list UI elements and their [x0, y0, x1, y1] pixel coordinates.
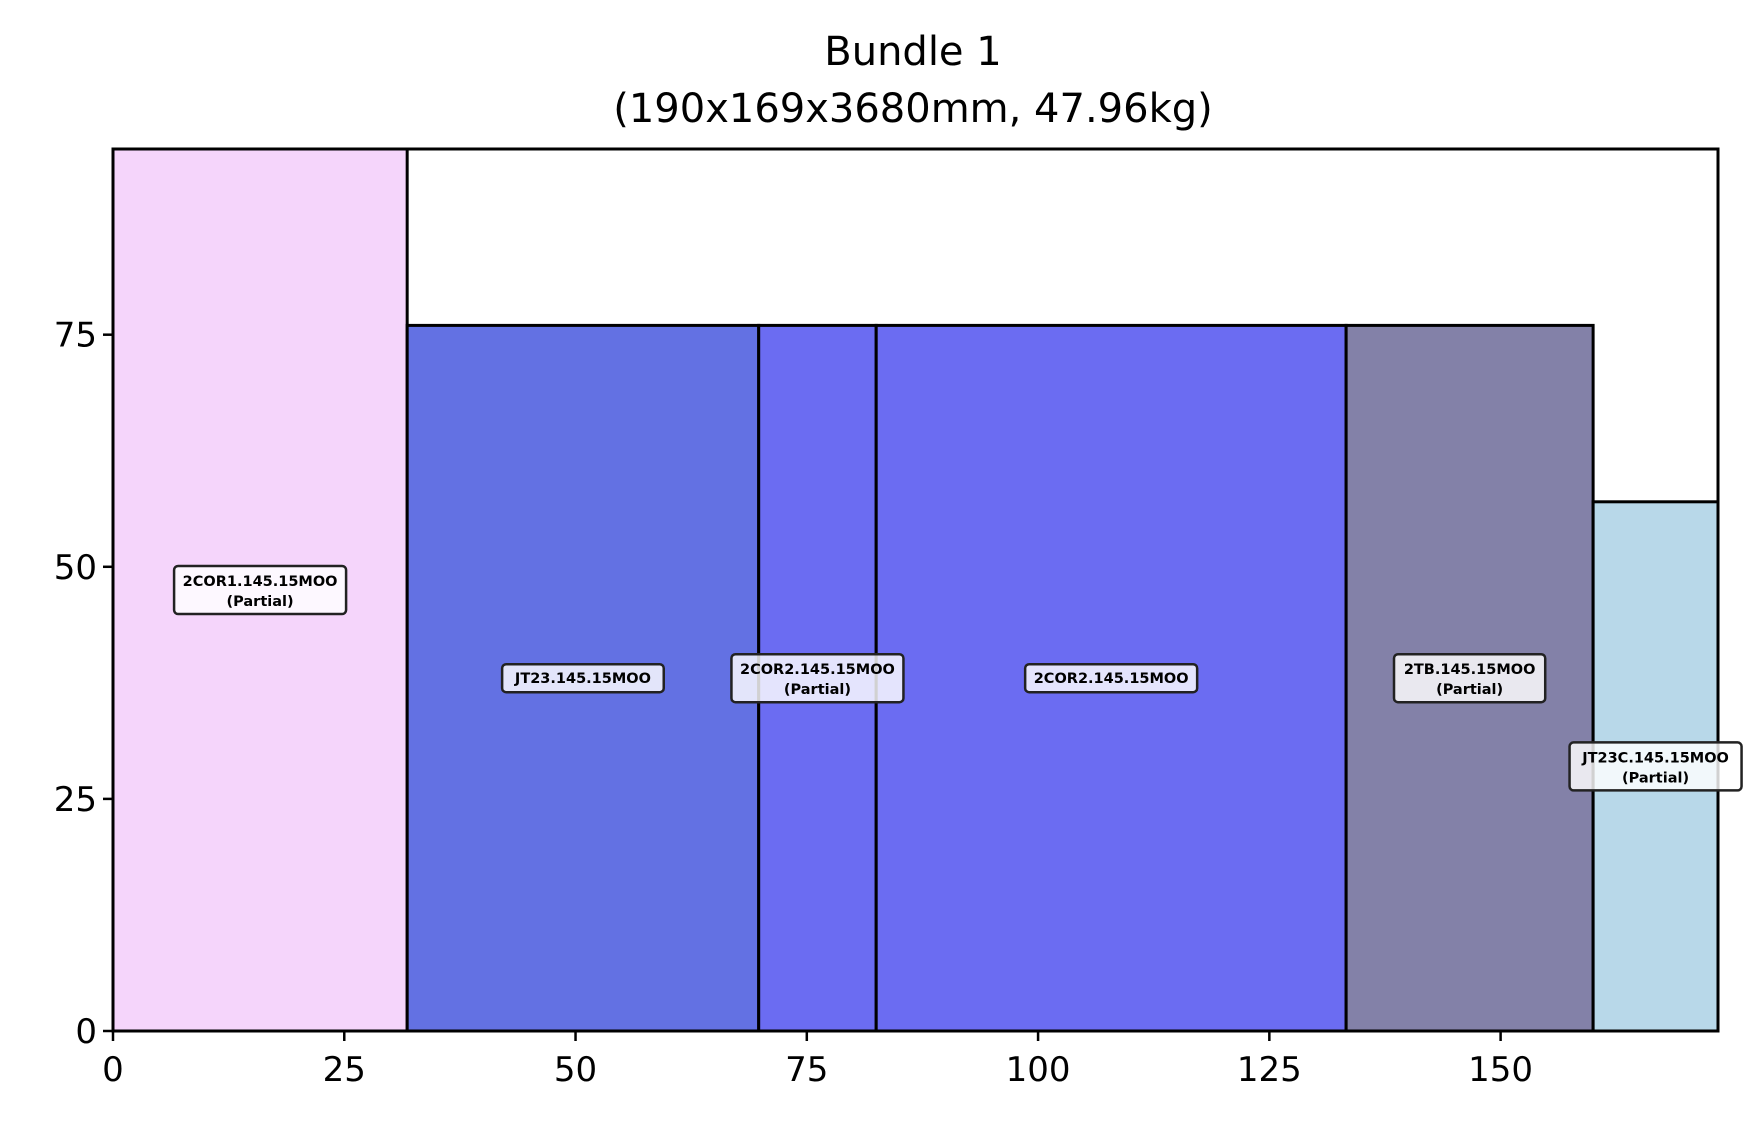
label-name: JT23.145.15MOO: [514, 671, 651, 687]
label-box: [1023, 662, 1199, 694]
plot-frame: [111, 147, 1720, 1033]
label-name: 2TB.145.15MOO: [1404, 662, 1536, 678]
piece-label-6: JT23C.145.15MOO (Partial): [1568, 741, 1743, 792]
label-box: [1568, 741, 1743, 792]
label-box: [172, 564, 348, 616]
chart-title: Bundle 1: [824, 29, 1001, 75]
label-name: 2COR2.145.15MOO: [1034, 671, 1189, 687]
piece-label-2: JT23.145.15MOO: [500, 662, 665, 694]
y-tick-label: 25: [54, 780, 97, 820]
y-tick-label: 50: [54, 548, 97, 588]
piece-label-3: 2COR2.145.15MOO (Partial): [730, 652, 905, 704]
label-partial: (Partial): [784, 682, 851, 698]
y-tick-label: 0: [75, 1012, 97, 1052]
x-tick-label: 75: [785, 1050, 828, 1090]
label-box: [730, 652, 905, 704]
x-tick-label: 125: [1237, 1050, 1302, 1090]
piece-label-5: 2TB.145.15MOO (Partial): [1392, 652, 1547, 704]
piece-rects: [111, 147, 1720, 1033]
x-tick-label: 100: [1006, 1050, 1071, 1090]
y-axis: 0 25 50 75: [54, 316, 113, 1052]
label-box: [1392, 652, 1547, 704]
piece-label-1: 2COR1.145.15MOO (Partial): [172, 564, 348, 616]
y-tick-label: 75: [54, 316, 97, 356]
label-name: JT23C.145.15MOO: [1581, 750, 1729, 766]
piece-label-4: 2COR2.145.15MOO: [1023, 662, 1199, 694]
label-partial: (Partial): [227, 594, 294, 610]
label-box: [500, 662, 665, 694]
piece-labels: 2COR1.145.15MOO (Partial) JT23.145.15MOO 2C…: [172, 564, 1743, 792]
x-axis: 0 25 50 75 100 125 150: [102, 1031, 1533, 1090]
x-tick-label: 50: [554, 1050, 597, 1090]
label-name: 2COR2.145.15MOO: [740, 662, 895, 678]
label-name: 2COR1.145.15MOO: [183, 574, 338, 590]
label-partial: (Partial): [1622, 770, 1689, 786]
x-tick-label: 25: [323, 1050, 366, 1090]
label-partial: (Partial): [1436, 682, 1503, 698]
x-tick-label: 0: [102, 1050, 124, 1090]
x-tick-label: 150: [1468, 1050, 1533, 1090]
chart-subtitle: (190x169x3680mm, 47.96kg): [613, 86, 1212, 132]
